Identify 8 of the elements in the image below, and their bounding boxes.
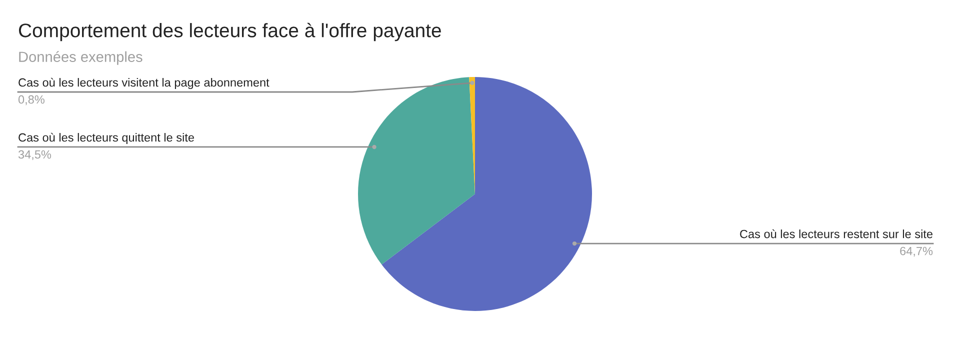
data-label: 64,7% <box>900 246 933 257</box>
slice-label: Cas où les lecteurs quittent le site <box>18 132 194 144</box>
chart-subtitle: Données exemples <box>19 51 142 65</box>
chart-title: Comportement des lecteurs face à l'offre payante <box>18 22 441 42</box>
slice-label: Cas où les lecteurs restent sur le site <box>740 229 932 238</box>
data-label: 0,8% <box>18 95 44 106</box>
slice-label: Cas où les lecteurs visitent la page abonnement <box>18 78 270 89</box>
data-label: 34,5% <box>18 150 52 160</box>
